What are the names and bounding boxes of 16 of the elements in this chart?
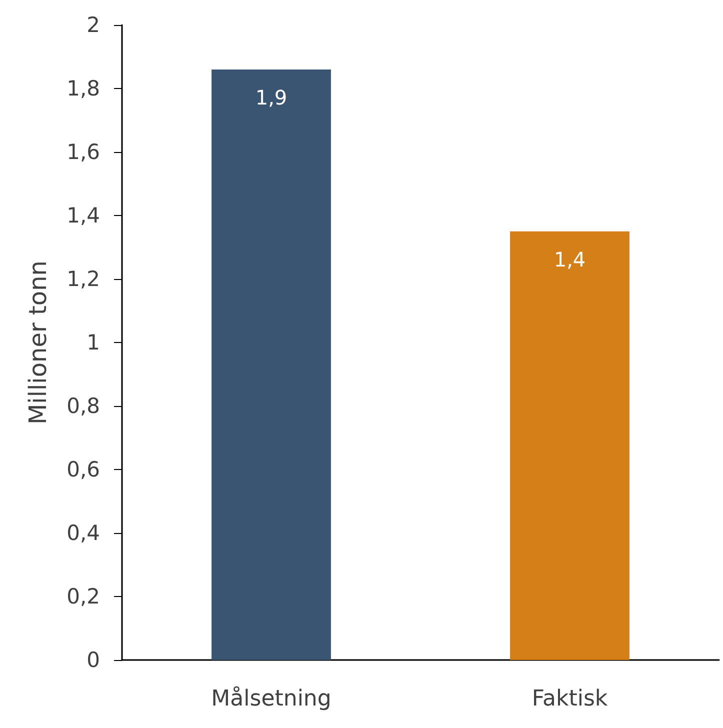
y-axis-title: Millioner tonn	[24, 260, 52, 425]
y-tick-label: 1,6	[66, 140, 100, 164]
x-tick-label: Faktisk	[532, 686, 608, 712]
y-tick-label: 0,8	[66, 394, 100, 418]
y-tick-label: 1	[86, 330, 100, 354]
data-label: 1,9	[255, 85, 288, 110]
x-tick-label: Målsetning	[211, 686, 332, 712]
y-tick-label: 0	[86, 648, 100, 672]
y-tick-label: 0,2	[66, 584, 100, 608]
y-tick-label: 1,4	[66, 204, 100, 228]
y-tick-label: 1,8	[66, 76, 100, 100]
y-tick-label: 0,4	[66, 521, 100, 545]
y-tick-label: 1,2	[66, 267, 100, 291]
data-label: 1,4	[554, 247, 586, 272]
y-tick-label: 2	[86, 13, 100, 37]
y-tick-label: 0,6	[66, 458, 100, 482]
